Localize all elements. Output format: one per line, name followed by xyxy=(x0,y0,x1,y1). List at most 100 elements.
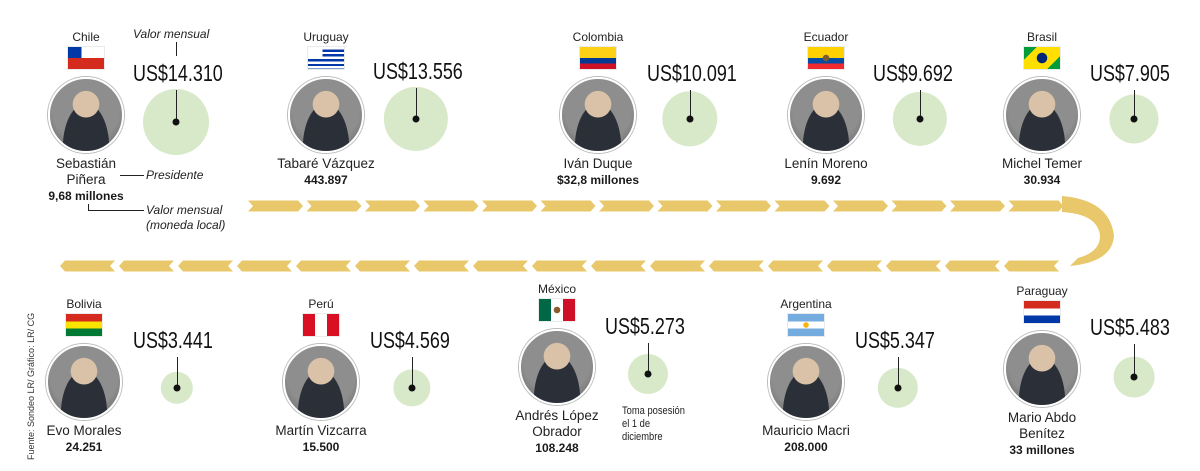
arrow-chevron-left xyxy=(178,260,233,272)
bubble-center-dot xyxy=(173,384,181,392)
local-monthly-value: 443.897 xyxy=(304,173,348,187)
usd-monthly-value: US$10.091 xyxy=(647,60,737,86)
usd-monthly-value: US$5.483 xyxy=(1090,314,1170,340)
president-name: Martín Vizcarra xyxy=(275,423,367,438)
legend-local-line xyxy=(88,210,144,211)
president-photo xyxy=(1004,77,1080,153)
usd-monthly-value: US$5.347 xyxy=(855,327,935,353)
local-monthly-value: 33 millones xyxy=(1009,443,1075,457)
president-name: Andrés López Obrador xyxy=(515,408,599,439)
bubble-leader-line xyxy=(1134,90,1135,119)
country-name: Perú xyxy=(308,297,334,311)
arrow-chevron-left xyxy=(886,260,941,272)
president-name: Sebastián Piñera xyxy=(55,156,117,187)
bubble-center-dot xyxy=(172,118,180,126)
bubble-leader-line xyxy=(177,357,178,388)
country-name: México xyxy=(537,282,577,296)
arrow-chevron-right xyxy=(482,200,537,212)
usd-monthly-value: US$5.273 xyxy=(605,313,685,339)
legend-presidente: Presidente xyxy=(146,168,204,182)
chile-flag xyxy=(68,47,104,69)
president-photo xyxy=(48,77,124,153)
president-name: Tabaré Vázquez xyxy=(277,156,375,171)
president-photo xyxy=(1004,331,1080,407)
country-name: Ecuador xyxy=(803,30,849,44)
legend-local-line-v xyxy=(88,204,89,211)
bubble-leader-line xyxy=(1134,344,1135,377)
country-card-chile: Chile Sebastián Piñera 9,68 millones US$14.3… xyxy=(0,0,223,203)
arrow-chevron-left xyxy=(650,260,705,272)
argentina-flag xyxy=(788,314,824,336)
local-monthly-value: 9,68 millones xyxy=(48,189,124,203)
president-photo xyxy=(519,329,595,405)
country-card-argentina: Argentina Mauricio Macri 208.000 US$5.347 xyxy=(0,0,935,454)
country-name: Brasil xyxy=(1026,30,1058,44)
country-card-ecuador: Ecuador Lenín Moreno 9.692 US$9.692 xyxy=(0,0,952,187)
arrow-chevron-right xyxy=(833,200,888,212)
usd-monthly-value: US$7.905 xyxy=(1090,60,1170,86)
arrow-chevron-right xyxy=(365,200,420,212)
bubble-leader-line xyxy=(648,343,649,374)
president-photo xyxy=(283,344,359,420)
country-name: Bolivia xyxy=(66,297,102,311)
usd-monthly-value: US$9.692 xyxy=(873,60,953,86)
bubble-leader-line xyxy=(416,88,417,119)
president-name: Iván Duque xyxy=(563,156,633,171)
paraguay-flag xyxy=(1024,301,1060,323)
bubble-leader-line xyxy=(176,90,177,122)
arrow-chevron-left xyxy=(827,260,882,272)
local-monthly-value: 108.248 xyxy=(535,441,579,455)
bubble-leader-line xyxy=(690,90,691,119)
legend-presidente-line xyxy=(120,175,144,176)
arrow-chevron-left xyxy=(709,260,764,272)
president-name: Mario Abdo Benítez xyxy=(1007,410,1077,441)
arrow-chevron-left xyxy=(591,260,646,272)
usd-monthly-value: US$14.310 xyxy=(133,60,223,86)
arrow-chevron-right xyxy=(774,200,830,212)
usd-monthly-value: US$4.569 xyxy=(370,327,450,353)
arrow-chevron-right xyxy=(950,200,1005,212)
country-card-paraguay: Paraguay Mario Abdo Benítez 33 millones US$5… xyxy=(0,0,1170,457)
legend-valor-mensual-local: Valor mensual xyxy=(146,203,223,217)
country-name: Uruguay xyxy=(303,30,349,44)
bubble-center-dot xyxy=(408,384,416,392)
arrow-chevron-left xyxy=(355,260,410,272)
arrow-chevron-right xyxy=(248,200,303,212)
bubble-center-dot xyxy=(1130,373,1138,381)
arrow-chevron-left xyxy=(60,260,115,272)
arrow-chevron-right xyxy=(1008,200,1064,212)
country-name: Colombia xyxy=(572,30,624,44)
bubble-leader-line xyxy=(412,357,413,388)
country-card-uruguay: Uruguay Tabaré Vázquez 443.897 US$13.556 xyxy=(0,0,463,187)
local-monthly-value: 9.692 xyxy=(810,173,842,187)
local-monthly-value: 24.251 xyxy=(65,440,103,454)
country-card-per: Perú Martín Vizcarra 15.500 US$4.569 xyxy=(0,0,449,454)
local-monthly-value: 15.500 xyxy=(302,440,340,454)
bubble-leader-line xyxy=(898,357,899,388)
bubble-center-dot xyxy=(644,370,652,378)
legend-valor-mensual: Valor mensual xyxy=(133,27,210,41)
president-name: Lenín Moreno xyxy=(784,156,868,171)
president-photo xyxy=(788,77,864,153)
arrow-chevron-right xyxy=(891,200,947,212)
country-card-bolivia: Bolivia Evo Morales 24.251 US$3.441 xyxy=(0,0,213,454)
bubble-center-dot xyxy=(412,115,420,123)
bolivia-flag xyxy=(66,314,102,336)
country-name: Paraguay xyxy=(1016,284,1068,298)
president-name: Michel Temer xyxy=(1001,156,1083,171)
arrow-chevron-left xyxy=(1004,260,1059,272)
u-turn-arrow xyxy=(1062,196,1114,266)
colombia-flag xyxy=(580,47,616,69)
arrow-chevron-left xyxy=(119,260,174,272)
uruguay-flag xyxy=(308,47,344,69)
local-monthly-value: 30.934 xyxy=(1023,173,1061,187)
legend-leader-line xyxy=(176,42,177,56)
peru-flag xyxy=(303,314,339,336)
arrow-chevron-left xyxy=(237,260,292,272)
country-card-colombia: Colombia Iván Duque $32,8 millones US$10.09… xyxy=(0,0,737,187)
source-credit: Fuente: Sondeo LR/ Gráfico: LR/ CG xyxy=(26,312,36,460)
usd-monthly-value: US$13.556 xyxy=(373,58,463,84)
arrow-chevron-right xyxy=(306,200,362,212)
country-card-mxico: México Andrés López Obrador 108.248 US$5.273… xyxy=(0,0,685,455)
